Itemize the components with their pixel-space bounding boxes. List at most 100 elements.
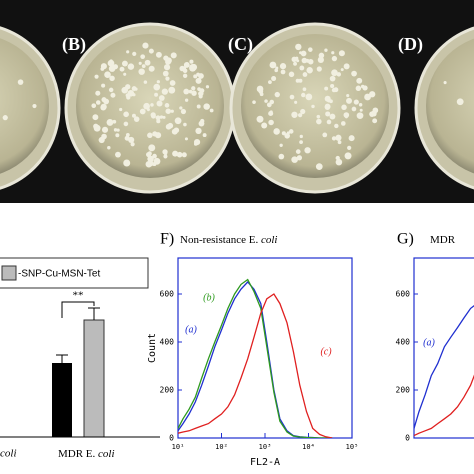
colony [100, 63, 107, 70]
curve-label: (c) [320, 346, 332, 357]
legend-text: -SNP-Cu-MSN-Tet [18, 269, 100, 280]
colony [329, 75, 336, 82]
y-tick-label: 400 [396, 338, 411, 347]
colony [304, 147, 311, 154]
colony [341, 104, 347, 111]
photo-label: (B) [62, 34, 86, 55]
colony [125, 132, 130, 137]
colony [281, 131, 286, 136]
colony [286, 131, 290, 135]
colony [121, 60, 128, 67]
colony [108, 65, 116, 72]
colony [141, 64, 146, 69]
colony [193, 138, 201, 146]
y-tick-label: 0 [169, 434, 174, 443]
colony [324, 104, 331, 110]
title-part: MDR [430, 234, 456, 246]
colony [101, 83, 106, 88]
colony [356, 112, 364, 120]
colony [106, 119, 114, 126]
colony [191, 90, 197, 96]
colony [340, 121, 346, 126]
curve-label: (a) [185, 324, 197, 335]
title-part: coli [261, 234, 278, 246]
panel-title: MDR [430, 234, 456, 246]
colony [148, 65, 155, 72]
colony [140, 54, 146, 60]
colony [119, 66, 125, 72]
colony [316, 66, 322, 72]
legend-box [0, 257, 149, 289]
histogram-curve [414, 374, 474, 437]
colony [299, 65, 305, 71]
colony [335, 158, 343, 166]
colony [353, 99, 359, 105]
colony [268, 119, 274, 126]
y-tick-label: 200 [160, 386, 175, 395]
colony [273, 128, 280, 135]
colony [170, 109, 174, 113]
colony [280, 69, 286, 75]
colony [331, 55, 338, 62]
panel-label: G) [397, 231, 414, 248]
colony [200, 118, 205, 124]
colony [195, 77, 202, 84]
colony [315, 163, 323, 170]
colony [138, 68, 145, 75]
colony [271, 76, 277, 82]
colony [108, 87, 114, 93]
colony [355, 85, 362, 92]
colony [372, 118, 378, 124]
colony [182, 66, 187, 70]
colony [176, 151, 183, 158]
colony [362, 85, 368, 91]
colony [132, 51, 137, 56]
colony [123, 159, 131, 167]
colony [296, 59, 300, 63]
colony [301, 57, 308, 64]
colony [152, 153, 157, 159]
colony [148, 48, 154, 54]
colony [322, 132, 328, 138]
colony [153, 157, 161, 165]
colony [183, 88, 190, 95]
colony [209, 108, 214, 113]
colony [351, 70, 357, 77]
colony [348, 135, 355, 142]
photo-label: (C) [228, 34, 253, 55]
colony [163, 89, 168, 94]
colony [150, 112, 156, 118]
y-tick-label: 600 [160, 290, 175, 299]
colony [291, 111, 298, 118]
colony [274, 91, 280, 98]
colony [268, 110, 274, 117]
colony [293, 61, 297, 66]
colony [324, 48, 328, 52]
colony [335, 134, 342, 141]
colony [110, 92, 116, 98]
colony [158, 95, 165, 101]
colony [184, 137, 188, 141]
colony [130, 142, 135, 147]
colony [100, 104, 107, 111]
colony [340, 68, 344, 72]
colony [172, 150, 179, 157]
colony [302, 87, 307, 92]
colony [191, 86, 196, 91]
colony [109, 75, 115, 82]
x-tick-label: 10² [215, 443, 228, 451]
colony [164, 103, 170, 108]
colony [17, 79, 24, 85]
y-axis-label: Count [147, 333, 158, 363]
colony [344, 152, 352, 160]
colony [163, 154, 168, 159]
colony [327, 98, 332, 103]
histogram-curve [178, 281, 333, 438]
agar [241, 34, 389, 178]
colony [147, 155, 154, 163]
y-tick-label: 0 [405, 434, 410, 443]
colony [156, 80, 160, 84]
colony [112, 119, 117, 124]
colony [131, 113, 136, 118]
colony [356, 77, 363, 84]
